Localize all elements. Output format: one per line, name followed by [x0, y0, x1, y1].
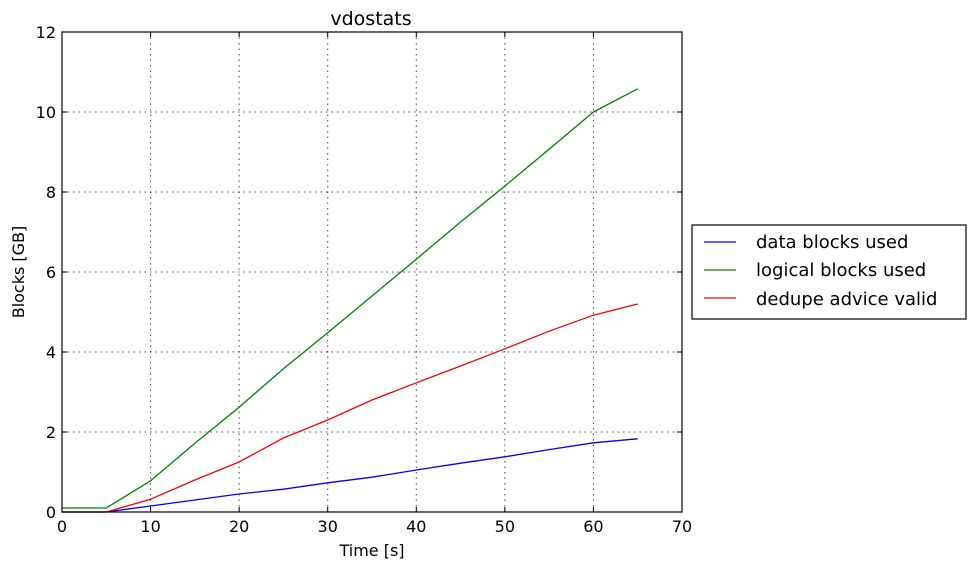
series-line-data-blocks-used [62, 438, 638, 513]
x-tick-label: 0 [57, 517, 67, 536]
series-line-dedupe-advice-valid [62, 303, 638, 513]
y-axis-title: Blocks [GB] [9, 226, 28, 319]
series-line-logical-blocks-used [62, 88, 639, 509]
series-lines [62, 88, 639, 513]
x-axis-title: Time [s] [338, 541, 404, 560]
legend-label-data-blocks-used: data blocks used [756, 232, 908, 253]
x-tick-label: 20 [229, 517, 249, 536]
y-tick-label: 0 [46, 503, 56, 522]
x-tick-label: 10 [140, 517, 160, 536]
x-tick-label: 70 [672, 517, 692, 536]
legend-label-dedupe-advice-valid: dedupe advice valid [756, 289, 937, 310]
x-tick-label: 50 [495, 517, 515, 536]
plot-frame [61, 31, 683, 513]
legend: data blocks used logical blocks used ded… [691, 224, 967, 320]
y-tick-label: 2 [46, 423, 56, 442]
y-tick-label: 6 [46, 263, 56, 282]
y-tick-label: 8 [46, 183, 56, 202]
axis-ticks: 0 10 20 30 40 50 60 70 0 2 4 6 8 10 12 [36, 23, 693, 536]
legend-label-logical-blocks-used: logical blocks used [756, 260, 926, 281]
chart-title: vdostats [330, 8, 411, 30]
y-tick-label: 10 [36, 103, 56, 122]
x-tick-label: 60 [583, 517, 603, 536]
grid-lines [62, 32, 682, 512]
y-tick-label: 4 [46, 343, 56, 362]
legend-box [691, 224, 967, 320]
x-tick-label: 40 [406, 517, 426, 536]
x-tick-label: 30 [318, 517, 338, 536]
y-tick-label: 12 [36, 23, 56, 42]
